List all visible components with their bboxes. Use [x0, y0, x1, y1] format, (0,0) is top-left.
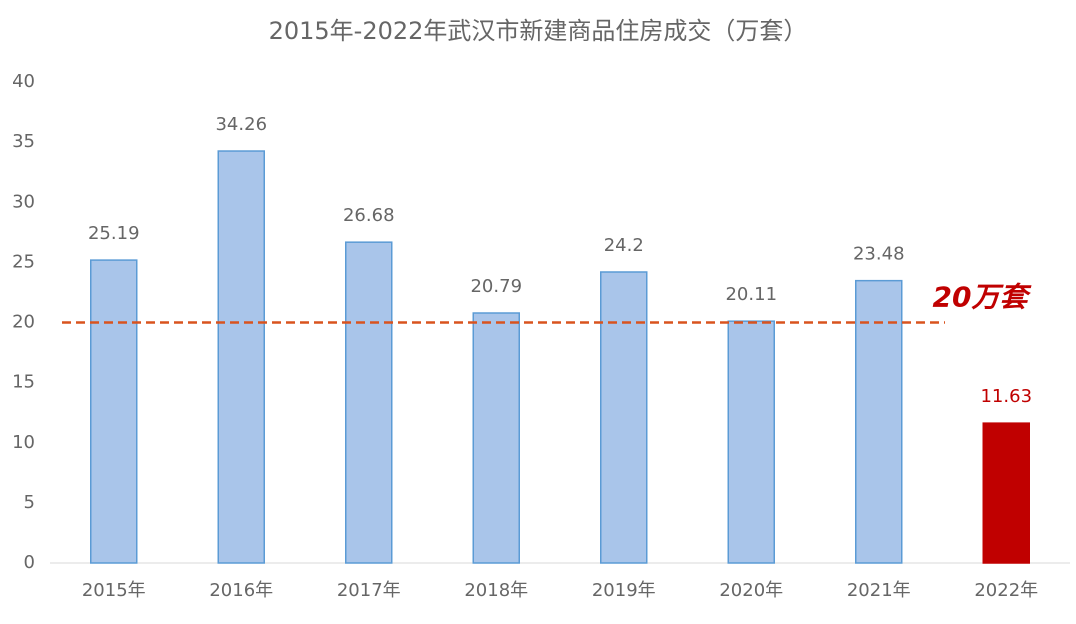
bar [472, 312, 520, 564]
bar [345, 241, 393, 564]
bar [727, 320, 775, 564]
x-tick-label: 2020年 [719, 580, 783, 601]
reference-label: 20万套 [933, 281, 1033, 314]
y-tick-label: 0 [24, 552, 35, 573]
bar [217, 150, 265, 564]
value-label: 25.19 [88, 223, 140, 244]
x-tick-label: 2018年 [464, 580, 528, 601]
chart-title: 2015年-2022年武汉市新建商品住房成交（万套） [269, 17, 808, 45]
x-tick-label: 2017年 [337, 580, 401, 601]
x-tick-label: 2021年 [847, 580, 911, 601]
value-label: 24.2 [604, 235, 644, 256]
bar [982, 422, 1030, 564]
x-tick-label: 2016年 [209, 580, 273, 601]
y-tick-label: 15 [12, 372, 35, 393]
value-label: 11.63 [980, 386, 1032, 407]
bar [90, 259, 138, 564]
y-tick-label: 10 [12, 432, 35, 453]
y-tick-label: 25 [12, 251, 35, 272]
value-label: 34.26 [215, 114, 267, 135]
value-label: 20.11 [725, 284, 777, 305]
y-tick-label: 20 [12, 312, 35, 333]
bar [855, 279, 903, 564]
y-tick-label: 35 [12, 131, 35, 152]
y-tick-label: 40 [12, 71, 35, 92]
value-label: 23.48 [853, 244, 905, 265]
value-label: 26.68 [343, 205, 395, 226]
bar [600, 271, 648, 564]
x-tick-label: 2019年 [592, 580, 656, 601]
x-tick-label: 2015年 [82, 580, 146, 601]
value-label: 20.79 [470, 276, 522, 297]
y-tick-label: 5 [24, 492, 35, 513]
y-tick-label: 30 [12, 191, 35, 212]
x-tick-label: 2022年 [974, 580, 1038, 601]
